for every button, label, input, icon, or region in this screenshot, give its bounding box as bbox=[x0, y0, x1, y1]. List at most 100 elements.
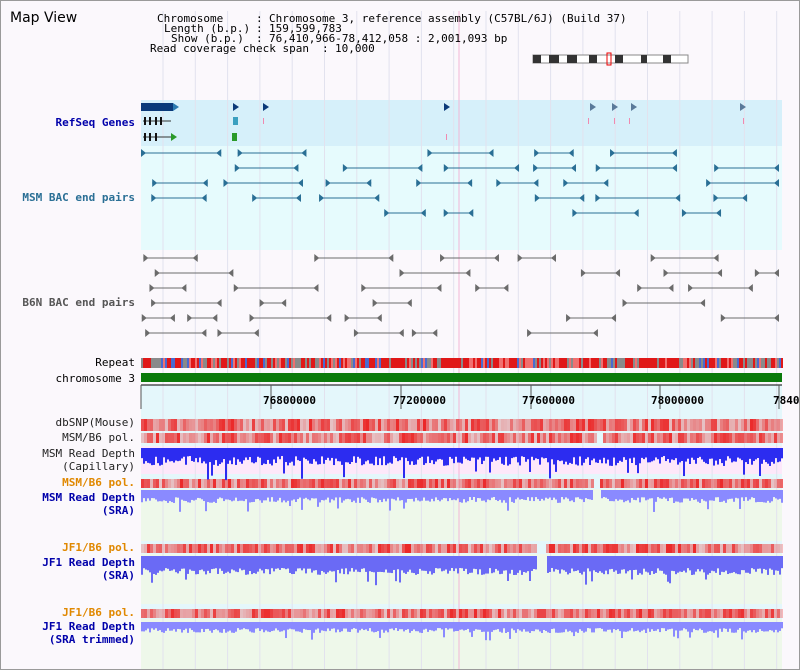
jf1-b6-pol2-strip bbox=[624, 609, 627, 618]
dbsnp-strip bbox=[564, 419, 567, 431]
dbsnp-strip bbox=[351, 419, 354, 431]
dbsnp-strip bbox=[666, 419, 669, 431]
msm-depth-sra-bar bbox=[219, 490, 221, 498]
jf1-depth-sra-bar bbox=[601, 556, 603, 573]
jf1-b6-pol-strip bbox=[678, 544, 681, 553]
jf1-depth-trim-bar bbox=[419, 622, 421, 633]
axis-tick-label: 76800000 bbox=[263, 394, 316, 407]
msm-depth-cap-bar bbox=[177, 448, 179, 462]
dbsnp-strip bbox=[534, 419, 537, 431]
repeat-segment bbox=[565, 358, 567, 368]
msm-b6-pol-strip bbox=[387, 433, 390, 443]
msm-depth-sra-bar bbox=[483, 490, 485, 501]
msm-depth-sra-bar bbox=[201, 490, 203, 500]
repeat-segment bbox=[403, 358, 405, 368]
jf1-b6-pol2-strip bbox=[483, 609, 486, 618]
jf1-depth-sra-bar bbox=[765, 556, 767, 570]
jf1-depth-trim-bar bbox=[613, 622, 615, 630]
repeat-segment bbox=[331, 358, 333, 368]
repeat-segment bbox=[517, 358, 519, 368]
jf1-depth-trim-bar bbox=[267, 622, 269, 632]
jf1-b6-pol-strip bbox=[627, 544, 630, 553]
repeat-segment bbox=[663, 358, 665, 368]
msm-bac-pair-end bbox=[416, 179, 422, 187]
jf1-b6-pol2-strip bbox=[435, 609, 438, 618]
jf1-depth-sra-bar bbox=[591, 556, 593, 582]
jf1-b6-pol2-strip bbox=[759, 609, 762, 618]
msm-b6-pol2-strip bbox=[621, 479, 624, 488]
msm-b6-pol-strip bbox=[276, 433, 279, 443]
msm-depth-cap-bar bbox=[373, 448, 375, 466]
msm-depth-cap-bar bbox=[513, 448, 515, 458]
dbsnp-strip bbox=[609, 419, 612, 431]
dbsnp-strip bbox=[600, 419, 603, 431]
jf1-depth-sra-bar bbox=[507, 556, 509, 581]
dbsnp-strip bbox=[507, 419, 510, 431]
jf1-b6-pol-strip bbox=[597, 544, 600, 553]
msm-b6-pol-strip bbox=[717, 433, 720, 443]
msm-depth-sra-bar bbox=[335, 490, 337, 498]
jf1-b6-pol-strip bbox=[603, 544, 606, 553]
track-label-b6n-bac[interactable]: B6N BAC end pairs bbox=[22, 296, 135, 309]
repeat-segment bbox=[455, 358, 457, 368]
msm-depth-sra-bar bbox=[161, 490, 163, 502]
jf1-depth-sra-bar bbox=[169, 556, 171, 571]
jf1-b6-pol-strip bbox=[189, 544, 192, 553]
msm-depth-cap-bar bbox=[317, 448, 319, 465]
msm-b6-pol2-strip bbox=[471, 479, 474, 488]
jf1-depth-sra-bar bbox=[353, 556, 355, 572]
msm-b6-pol2-strip bbox=[468, 479, 471, 488]
jf1-depth-sra-bar bbox=[477, 556, 479, 575]
msm-b6-pol-strip bbox=[618, 433, 621, 443]
repeat-segment bbox=[375, 358, 377, 368]
dbsnp-strip bbox=[285, 419, 288, 431]
msm-depth-sra-bar bbox=[501, 490, 503, 503]
repeat-segment bbox=[149, 358, 151, 368]
repeat-segment bbox=[355, 358, 357, 368]
repeat-segment bbox=[585, 358, 587, 368]
track-label-msm-bac[interactable]: MSM BAC end pairs bbox=[22, 191, 135, 204]
dbsnp-strip bbox=[459, 419, 462, 431]
msm-depth-cap-bar bbox=[649, 448, 651, 463]
msm-b6-pol-strip bbox=[693, 433, 696, 443]
msm-depth-sra-bar bbox=[373, 490, 375, 499]
jf1-b6-pol2-strip bbox=[330, 609, 333, 618]
msm-b6-pol2-strip bbox=[453, 479, 456, 488]
msm-b6-pol-strip bbox=[498, 433, 501, 443]
msm-depth-sra-bar bbox=[555, 490, 557, 500]
msm-b6-pol2-strip bbox=[201, 479, 204, 488]
repeat-segment bbox=[737, 358, 739, 368]
msm-depth-cap-bar bbox=[221, 448, 223, 463]
dbsnp-strip bbox=[159, 419, 162, 431]
msm-depth-cap-bar bbox=[349, 448, 351, 465]
jf1-depth-sra-bar bbox=[405, 556, 407, 574]
dbsnp-strip bbox=[318, 419, 321, 431]
track-label-refseq[interactable]: RefSeq Genes bbox=[55, 116, 135, 129]
msm-depth-cap-bar bbox=[699, 448, 701, 457]
ideogram-position bbox=[606, 52, 612, 66]
jf1-depth-sra-bar bbox=[683, 556, 685, 571]
track-label-msm-depth-cap-sub: (Capillary) bbox=[62, 460, 135, 473]
msm-depth-cap-bar bbox=[289, 448, 291, 463]
jf1-depth-trim-bar bbox=[629, 622, 631, 631]
jf1-depth-sra-bar bbox=[563, 556, 565, 571]
dbsnp-strip bbox=[141, 419, 144, 431]
msm-b6-pol2-strip bbox=[540, 479, 543, 488]
repeat-segment bbox=[269, 358, 271, 368]
jf1-depth-trim-bar bbox=[179, 622, 181, 630]
msm-depth-cap-bar bbox=[285, 448, 287, 463]
msm-b6-pol-strip bbox=[669, 433, 672, 443]
msm-b6-pol-strip bbox=[402, 433, 405, 443]
jf1-b6-pol2-strip bbox=[477, 609, 480, 618]
msm-depth-cap-bar bbox=[645, 448, 647, 458]
dbsnp-strip bbox=[363, 419, 366, 431]
repeat-segment bbox=[297, 358, 299, 368]
b6n-bac-pair-end bbox=[253, 329, 259, 337]
msm-depth-sra-bar bbox=[355, 490, 357, 503]
jf1-b6-pol-strip bbox=[423, 544, 426, 553]
msm-depth-sra-bar bbox=[265, 490, 267, 501]
msm-b6-pol2-strip bbox=[219, 479, 222, 488]
jf1-depth-trim-bar bbox=[563, 622, 565, 633]
jf1-depth-trim-bar bbox=[521, 622, 523, 632]
